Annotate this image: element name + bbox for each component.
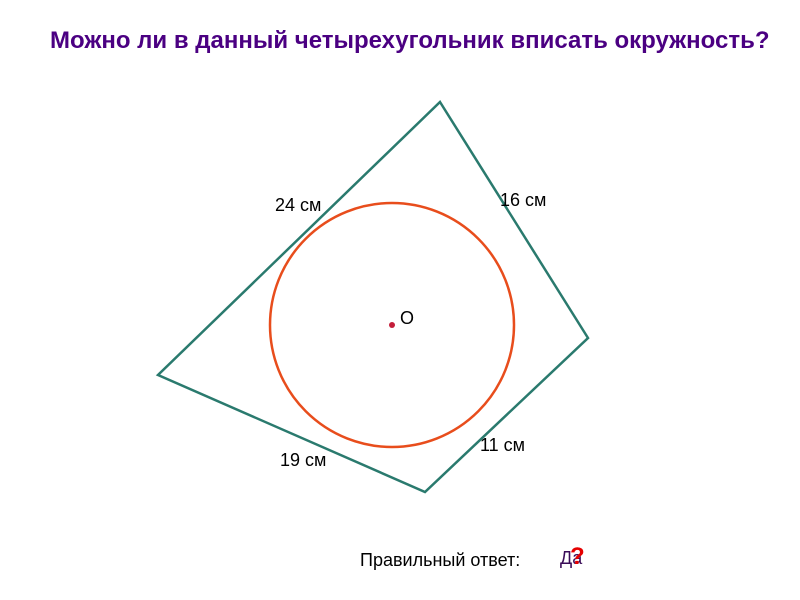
center-point (389, 322, 395, 328)
answer-label: Правильный ответ: (360, 550, 520, 571)
side-label-24: 24 см (275, 195, 321, 216)
side-label-19: 19 см (280, 450, 326, 471)
center-label: О (400, 308, 414, 329)
quadrilateral-shape (158, 102, 588, 492)
side-label-16: 16 см (500, 190, 546, 211)
question-title: Можно ли в данный четырехугольник вписат… (50, 25, 770, 56)
answer-question-mark: ? (570, 543, 585, 571)
side-label-11: 11 см (480, 435, 525, 456)
geometry-diagram (120, 85, 620, 565)
diagram-svg (120, 85, 620, 565)
